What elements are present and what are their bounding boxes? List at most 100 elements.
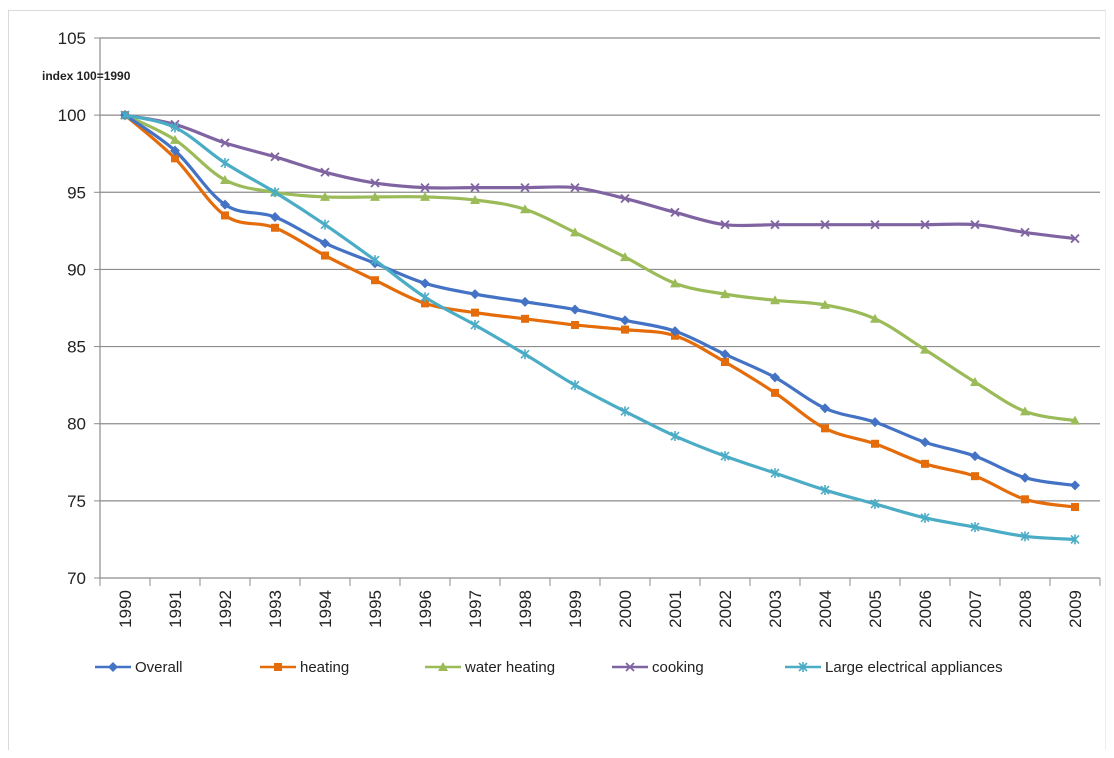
x-tick-label: 2004 xyxy=(816,590,835,628)
data-point xyxy=(471,308,479,317)
data-point xyxy=(670,326,680,337)
data-point xyxy=(820,299,830,309)
data-point xyxy=(870,220,880,230)
data-point xyxy=(570,183,580,193)
data-point xyxy=(470,319,480,330)
x-tick-label: 2009 xyxy=(1066,590,1085,628)
data-point xyxy=(720,220,730,230)
series-heating xyxy=(121,111,1079,512)
data-point xyxy=(620,193,630,204)
series-line xyxy=(123,113,1076,509)
data-point xyxy=(570,304,580,315)
data-point xyxy=(420,278,430,289)
data-point xyxy=(520,296,530,307)
data-point xyxy=(970,220,980,230)
series-cooking xyxy=(120,110,1080,244)
legend-marker xyxy=(108,662,118,672)
series-lines xyxy=(120,110,1080,545)
data-point xyxy=(621,325,629,334)
legend-marker xyxy=(798,662,808,672)
data-point xyxy=(271,223,279,232)
data-point xyxy=(770,468,780,479)
data-point xyxy=(320,219,330,230)
data-point xyxy=(520,204,530,214)
data-point xyxy=(1020,227,1030,238)
data-point xyxy=(170,145,180,156)
legend-marker xyxy=(438,662,448,671)
data-point xyxy=(270,187,280,198)
legend-label: cooking xyxy=(652,659,704,676)
data-point xyxy=(970,377,980,387)
chart-frame xyxy=(8,10,1106,750)
series-line xyxy=(124,113,1076,488)
data-point xyxy=(120,110,130,121)
data-point xyxy=(420,183,430,193)
data-point xyxy=(220,138,230,148)
series-water-heating xyxy=(120,110,1080,425)
data-point xyxy=(920,512,930,523)
data-point xyxy=(170,134,180,144)
x-tick-label: 2005 xyxy=(866,590,885,628)
data-point xyxy=(220,199,230,210)
data-point xyxy=(770,220,780,230)
data-point xyxy=(870,417,880,428)
legend-label: water heating xyxy=(464,659,555,676)
data-point xyxy=(971,472,979,481)
data-point xyxy=(970,451,980,462)
data-point xyxy=(520,349,530,360)
x-tick-label: 2007 xyxy=(966,590,985,628)
data-point xyxy=(920,437,930,448)
data-point xyxy=(1021,495,1029,504)
data-point xyxy=(270,152,280,162)
data-point xyxy=(721,358,729,366)
x-tick-label: 2001 xyxy=(666,590,685,628)
legend-item: cooking xyxy=(612,659,704,676)
data-point xyxy=(870,498,880,509)
y-tick-label: 90 xyxy=(67,260,86,279)
data-point xyxy=(521,314,529,323)
axes: 70 75 80 85 90 95 100 105 1990 1991 1992 1993 1994 19… xyxy=(58,29,1101,628)
x-tick-label: 1997 xyxy=(466,590,485,628)
legend-item: heating xyxy=(260,659,349,676)
data-point xyxy=(270,211,280,222)
data-point xyxy=(371,276,379,285)
data-point xyxy=(370,178,380,188)
y-tick-label: 105 xyxy=(58,29,86,48)
data-point xyxy=(420,292,430,303)
data-point xyxy=(171,154,179,163)
data-point xyxy=(1070,534,1080,545)
x-tick-label: 2002 xyxy=(716,590,735,628)
data-point xyxy=(220,157,230,168)
data-point xyxy=(170,122,180,133)
data-point xyxy=(421,299,429,308)
series-line xyxy=(124,113,1076,542)
legend-item: water heating xyxy=(425,659,555,676)
data-point xyxy=(470,183,480,193)
x-tick-label: 1995 xyxy=(366,590,385,628)
y-unit-label: index 100=1990 xyxy=(42,69,131,83)
legend-item: Overall xyxy=(95,659,183,676)
data-point xyxy=(970,522,980,533)
x-tick-label: 1990 xyxy=(116,590,135,628)
data-point xyxy=(1070,480,1080,491)
x-tick-label: 1992 xyxy=(216,590,235,628)
data-point xyxy=(220,174,230,184)
data-point xyxy=(670,207,680,217)
legend-item: Large electrical appliances xyxy=(785,659,1003,676)
gridlines xyxy=(100,37,1100,502)
data-point xyxy=(720,349,730,360)
data-point xyxy=(370,191,380,201)
data-point xyxy=(320,238,330,249)
data-point xyxy=(620,315,630,326)
data-point xyxy=(470,289,480,300)
data-point xyxy=(771,388,779,397)
x-tick-label: 1994 xyxy=(316,590,335,628)
y-tick-label: 100 xyxy=(58,106,86,125)
y-tick-label: 75 xyxy=(67,492,86,511)
legend-label: Large electrical appliances xyxy=(825,659,1003,676)
data-point xyxy=(321,251,329,260)
y-tick-label: 70 xyxy=(67,569,86,588)
series-large-electrical-appliances xyxy=(120,110,1080,545)
legend-marker xyxy=(274,663,282,671)
